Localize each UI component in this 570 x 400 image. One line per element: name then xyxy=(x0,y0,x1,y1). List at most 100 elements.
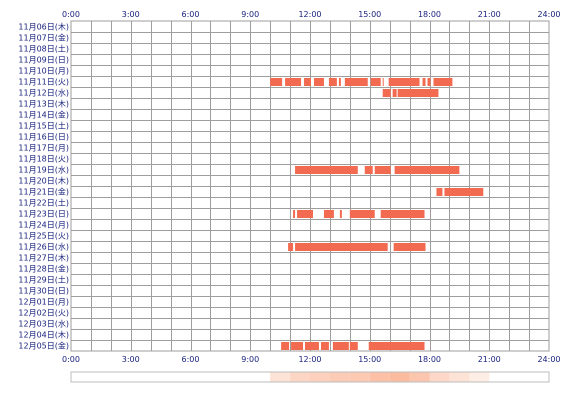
activity-bar xyxy=(444,188,484,196)
activity-bar xyxy=(433,78,453,86)
activity-bar xyxy=(297,210,313,218)
date-row-label: 11月15日(土) xyxy=(18,121,69,131)
date-row-label: 11月25日(火) xyxy=(18,232,69,241)
activity-bar xyxy=(295,166,358,174)
activity-bar xyxy=(339,210,342,218)
date-row-label: 11月11日(火) xyxy=(18,78,69,87)
heat-strip-segment xyxy=(290,372,310,382)
activity-bar xyxy=(285,78,302,86)
top-tick-label: 9:00 xyxy=(241,10,259,19)
activity-bar xyxy=(370,78,381,86)
heat-strip-segment xyxy=(310,372,330,382)
activity-bar xyxy=(323,210,334,218)
date-row-label: 11月06日(木) xyxy=(18,22,69,32)
activity-bar xyxy=(328,78,337,86)
date-row-label: 12月01日(月) xyxy=(18,298,69,307)
heat-strip-segment xyxy=(429,372,450,382)
activity-bar xyxy=(374,166,391,174)
bottom-tick-label: 21:00 xyxy=(478,355,501,364)
bottom-tick-label: 3:00 xyxy=(122,355,140,364)
top-tick-label: 24:00 xyxy=(537,10,560,19)
activity-bar xyxy=(349,342,358,350)
activity-bar xyxy=(344,78,368,86)
activity-bar xyxy=(436,188,443,196)
activity-bar xyxy=(293,210,296,218)
activity-bar xyxy=(394,166,460,174)
activity-bar xyxy=(320,342,329,350)
activity-bar xyxy=(281,342,290,350)
date-row-label: 11月23日(日) xyxy=(18,210,69,219)
date-row-labels: 11月06日(木)11月07日(金)11月08日(土) 11月09日(日) 11月1… xyxy=(18,22,69,351)
bottom-tick-label: 24:00 xyxy=(537,355,560,364)
activity-bar xyxy=(397,89,439,97)
activity-bar xyxy=(422,78,426,86)
bottom-tick-label: 15:00 xyxy=(358,355,381,364)
activity-bar xyxy=(382,89,391,97)
activity-bar xyxy=(313,78,324,86)
activity-bar xyxy=(382,78,384,86)
date-row-label: 11月22日(土) xyxy=(18,198,69,208)
heat-strip-segment xyxy=(329,372,350,382)
date-row-label: 11月13日(木) xyxy=(18,99,69,109)
date-row-label: 11月18日(火) xyxy=(18,155,69,164)
date-row-label: 11月29日(土) xyxy=(18,275,69,285)
activity-bar xyxy=(305,342,319,350)
activity-bar xyxy=(393,243,426,251)
date-row-label: 11月17日(月) xyxy=(18,144,69,153)
bottom-tick-label: 18:00 xyxy=(418,355,441,364)
heat-strip-segment xyxy=(270,372,291,382)
top-tick-label: 21:00 xyxy=(478,10,501,19)
heat-strip-segment xyxy=(389,372,410,382)
top-tick-label: 15:00 xyxy=(358,10,381,19)
activity-bar xyxy=(338,78,341,86)
activity-bar xyxy=(349,210,375,218)
activity-bar xyxy=(270,78,283,86)
date-row-label: 11月14日(金) xyxy=(18,110,69,120)
date-row-label: 12月04日(木) xyxy=(18,330,69,340)
bottom-tick-label: 12:00 xyxy=(298,355,321,364)
activity-bar xyxy=(364,166,373,174)
bottom-tick-label: 9:00 xyxy=(241,355,259,364)
date-row-label: 11月07日(金) xyxy=(18,33,69,43)
heat-strip-segment xyxy=(369,372,390,382)
date-row-label: 11月30日(日) xyxy=(18,287,69,296)
date-row-label: 12月05日(金) xyxy=(18,341,69,351)
activity-bar xyxy=(332,342,349,350)
date-row-label: 11月19日(水) xyxy=(18,165,69,175)
heat-strip-segment xyxy=(469,372,490,382)
heat-strip-segment xyxy=(409,372,430,382)
top-time-axis: 0:00 3:00 6:00 9:00 12:00 15:00 18:00 21:00 24:0… xyxy=(62,10,561,19)
date-row-label: 11月24日(月) xyxy=(18,221,69,230)
bottom-tick-label: 6:00 xyxy=(182,355,200,364)
date-row-label: 11月28日(金) xyxy=(18,264,69,274)
activity-bar xyxy=(291,342,304,350)
activity-bar xyxy=(427,78,431,86)
activity-bars xyxy=(270,78,484,350)
heat-strip-segment xyxy=(349,372,370,382)
date-row-label: 12月03日(水) xyxy=(18,319,69,329)
date-row-label: 11月20日(木) xyxy=(18,176,69,186)
top-tick-label: 0:00 xyxy=(62,10,80,19)
chart-grid xyxy=(70,20,550,352)
top-tick-label: 12:00 xyxy=(298,10,321,19)
date-row-label: 11月08日(土) xyxy=(18,44,69,54)
summary-heat-strip xyxy=(70,371,550,383)
top-tick-label: 18:00 xyxy=(418,10,441,19)
date-row-label: 12月02日(火) xyxy=(18,309,69,318)
activity-bar xyxy=(304,78,311,86)
date-row-label: 11月10日(月) xyxy=(18,67,69,76)
activity-bar xyxy=(295,243,388,251)
activity-bar xyxy=(288,243,294,251)
date-row-label: 11月21日(金) xyxy=(18,187,69,197)
top-tick-label: 3:00 xyxy=(122,10,140,19)
bottom-time-axis: 0:00 3:00 6:00 9:00 12:00 15:00 18:00 21:00 24:0… xyxy=(62,355,561,364)
activity-bar xyxy=(392,89,397,97)
date-row-label: 11月26日(水) xyxy=(18,242,69,252)
date-row-label: 11月09日(日) xyxy=(18,56,69,65)
heat-strip-segment xyxy=(449,372,470,382)
top-tick-label: 6:00 xyxy=(182,10,200,19)
bottom-tick-label: 0:00 xyxy=(62,355,80,364)
activity-bar xyxy=(380,210,425,218)
date-row-label: 11月16日(日) xyxy=(18,133,69,142)
